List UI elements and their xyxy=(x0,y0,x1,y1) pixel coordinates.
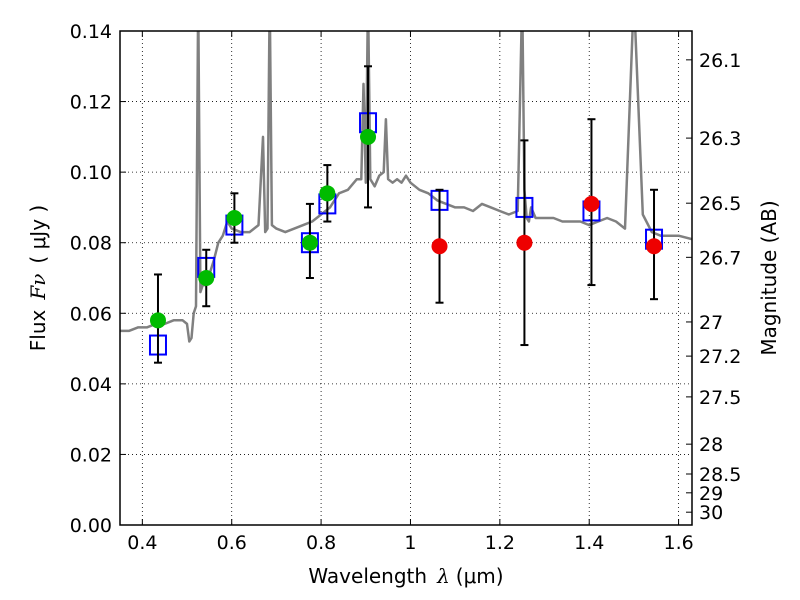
y2-axis-title: Magnitude (AB) xyxy=(757,200,781,355)
y2-tick-label: 26.3 xyxy=(699,128,741,150)
y2-tick-label: 28.5 xyxy=(699,464,741,486)
observed-point xyxy=(301,234,318,251)
y-tick-label: 0.02 xyxy=(70,444,112,466)
y2-tick-label: 26.1 xyxy=(699,50,741,72)
y-tick-label: 0.12 xyxy=(70,92,112,114)
x-tick-label: 1.2 xyxy=(485,532,515,554)
observed-point xyxy=(431,238,448,255)
y-tick-label: 0.14 xyxy=(70,21,112,43)
x-tick-label: 1.6 xyxy=(663,532,693,554)
y-tick-label: 0.08 xyxy=(70,233,112,255)
marker-layer xyxy=(148,65,664,364)
y2-tick-label: 26.5 xyxy=(699,193,741,215)
x-tick-label: 1.4 xyxy=(574,532,604,554)
y-tick-label: 0.00 xyxy=(70,515,112,537)
y2-tick-label: 27 xyxy=(699,312,723,334)
y2-tick-label: 26.7 xyxy=(699,247,741,269)
observed-point xyxy=(198,270,215,286)
observed-point xyxy=(360,128,377,145)
y2-tick-label: 30 xyxy=(699,502,723,524)
x-tick-label: 0.6 xyxy=(217,532,247,554)
y-tick-label: 0.04 xyxy=(70,374,112,396)
observed-point xyxy=(319,185,336,202)
observed-point xyxy=(226,210,243,227)
y2-tick-label: 28 xyxy=(699,434,723,456)
observed-point xyxy=(516,234,533,251)
y-axis-title: FluxFν( μJy ) xyxy=(26,205,50,351)
x-tick-label: 0.4 xyxy=(127,532,157,554)
y-tick-label: 0.06 xyxy=(70,303,112,325)
x-tick-label: 0.8 xyxy=(306,532,336,554)
observed-point xyxy=(583,195,600,212)
x-axis-title: Wavelength λ (μm) xyxy=(308,564,503,588)
y2-tick-label: 27.2 xyxy=(699,346,741,368)
x-tick-label: 1 xyxy=(404,532,416,554)
y-tick-label: 0.10 xyxy=(70,162,112,184)
y2-tick-label: 29 xyxy=(699,483,723,505)
y2-tick-label: 27.5 xyxy=(699,387,741,409)
plot-frame xyxy=(119,30,693,526)
observed-point xyxy=(646,238,663,255)
observed-point xyxy=(149,312,166,329)
plot-background xyxy=(120,31,692,525)
ticks: 0.4 0.6 0.8 1 1.2 1.4 1.6 0.00 0.02 0.04 0.06 0.08 0… xyxy=(70,21,742,554)
